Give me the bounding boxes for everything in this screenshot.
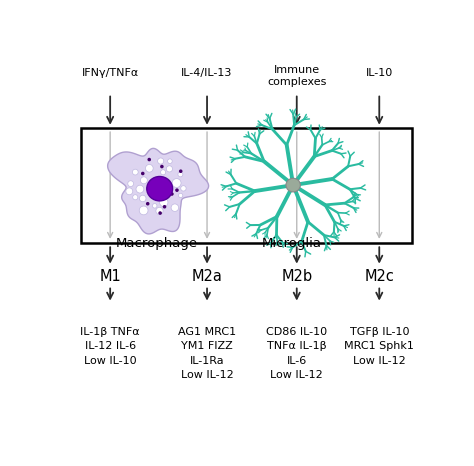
Circle shape [139, 195, 146, 202]
Bar [82, 128, 411, 242]
Ellipse shape [286, 178, 301, 192]
Circle shape [179, 170, 182, 173]
Text: Macrophage: Macrophage [116, 237, 198, 250]
Circle shape [132, 169, 138, 175]
Text: M2b: M2b [281, 269, 312, 284]
Circle shape [147, 158, 151, 161]
Circle shape [166, 166, 173, 172]
Text: TGFβ IL-10
MRC1 Sphk1
Low IL-12: TGFβ IL-10 MRC1 Sphk1 Low IL-12 [344, 327, 414, 366]
Circle shape [140, 177, 147, 184]
Text: AG1 MRC1
YM1 FIZZ
IL-1Ra
Low IL-12: AG1 MRC1 YM1 FIZZ IL-1Ra Low IL-12 [178, 327, 236, 380]
Text: IL-10: IL-10 [365, 69, 393, 78]
Circle shape [133, 195, 138, 200]
Circle shape [170, 192, 173, 196]
Circle shape [156, 207, 163, 214]
Text: M1: M1 [99, 269, 121, 284]
Circle shape [181, 185, 186, 191]
Circle shape [160, 165, 164, 168]
Text: M2c: M2c [365, 269, 394, 284]
Circle shape [126, 188, 133, 195]
Text: CD86 IL-10
TNFα IL-1β
IL-6
Low IL-12: CD86 IL-10 TNFα IL-1β IL-6 Low IL-12 [266, 327, 328, 380]
Text: IFNγ/TNFα: IFNγ/TNFα [82, 69, 139, 78]
Ellipse shape [147, 177, 173, 201]
Circle shape [146, 202, 149, 206]
Circle shape [161, 170, 166, 175]
Circle shape [161, 185, 164, 189]
Circle shape [172, 178, 181, 187]
Circle shape [178, 172, 183, 177]
Text: M2a: M2a [191, 269, 222, 284]
Polygon shape [108, 148, 209, 234]
Circle shape [178, 193, 183, 198]
Circle shape [158, 191, 162, 194]
Circle shape [157, 158, 164, 164]
Circle shape [146, 164, 153, 172]
Circle shape [153, 204, 157, 208]
Text: IL-1β TNFα
IL-12 IL-6
Low IL-10: IL-1β TNFα IL-12 IL-6 Low IL-10 [81, 327, 140, 366]
Circle shape [160, 198, 168, 206]
Text: Microglia: Microglia [261, 237, 321, 250]
Circle shape [136, 185, 144, 193]
Circle shape [175, 188, 179, 192]
Circle shape [128, 181, 134, 186]
Text: IL-4/IL-13: IL-4/IL-13 [182, 69, 233, 78]
Circle shape [139, 206, 148, 215]
Circle shape [163, 205, 166, 209]
Circle shape [158, 211, 162, 215]
Circle shape [141, 171, 145, 175]
Circle shape [153, 179, 156, 182]
Text: Immune
complexes: Immune complexes [267, 65, 327, 87]
Circle shape [171, 204, 179, 212]
Circle shape [168, 159, 172, 164]
